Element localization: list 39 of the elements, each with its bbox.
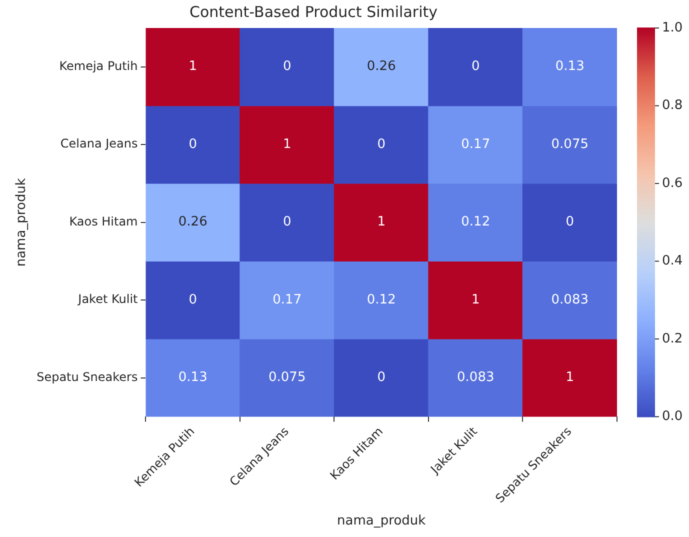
y-tick-label: Kemeja Putih bbox=[59, 58, 138, 73]
data-label: 0.075 bbox=[268, 370, 306, 386]
y-tick-label: Sepatu Sneakers bbox=[36, 370, 138, 384]
data-label: 0.17 bbox=[272, 292, 302, 308]
data-label: 1 bbox=[566, 370, 574, 386]
data-label: 0.12 bbox=[366, 292, 396, 308]
color-bar-label: 0.8 bbox=[662, 98, 683, 114]
data-label: 0.13 bbox=[555, 59, 584, 74]
data-label: 0.083 bbox=[551, 292, 588, 308]
data-label: 0 bbox=[566, 214, 574, 230]
data-label: 1 bbox=[282, 136, 292, 152]
data-label: 0 bbox=[188, 292, 198, 308]
color-bar-label: 0.6 bbox=[662, 176, 683, 191]
data-label: 0 bbox=[282, 59, 292, 74]
color-bar-label: 0.2 bbox=[662, 331, 683, 346]
data-label: 0.26 bbox=[178, 214, 208, 230]
y-tick-label: Jaket Kulit bbox=[77, 292, 138, 306]
data-label: 0.075 bbox=[551, 136, 588, 152]
data-label: 1 bbox=[188, 59, 198, 74]
data-label: 0 bbox=[377, 370, 386, 386]
color-bar-label: 0.4 bbox=[662, 254, 683, 269]
data-label: 0.13 bbox=[178, 370, 208, 386]
x-axis-title: nama_produk bbox=[337, 514, 426, 529]
y-axis-title: nama_produk bbox=[14, 178, 30, 267]
color-bar-label: 0.0 bbox=[662, 409, 683, 424]
data-label: 1 bbox=[377, 214, 386, 230]
data-label: 0.083 bbox=[457, 370, 494, 386]
data-label: 0 bbox=[282, 214, 292, 230]
data-label: 0.12 bbox=[461, 214, 490, 230]
data-label: 0 bbox=[471, 59, 480, 74]
data-label: 1 bbox=[471, 292, 480, 308]
data-label: 0 bbox=[188, 136, 198, 152]
y-tick-label: Celana Jeans bbox=[60, 136, 138, 151]
y-tick-label: Kaos Hitam bbox=[69, 214, 138, 228]
data-label: 0 bbox=[377, 136, 386, 152]
data-label: 0.26 bbox=[366, 59, 396, 74]
data-label: 0.17 bbox=[461, 136, 490, 152]
color-bar-label: 1.0 bbox=[662, 20, 683, 36]
chart-title: Content-Based Product Similarity bbox=[190, 2, 438, 21]
